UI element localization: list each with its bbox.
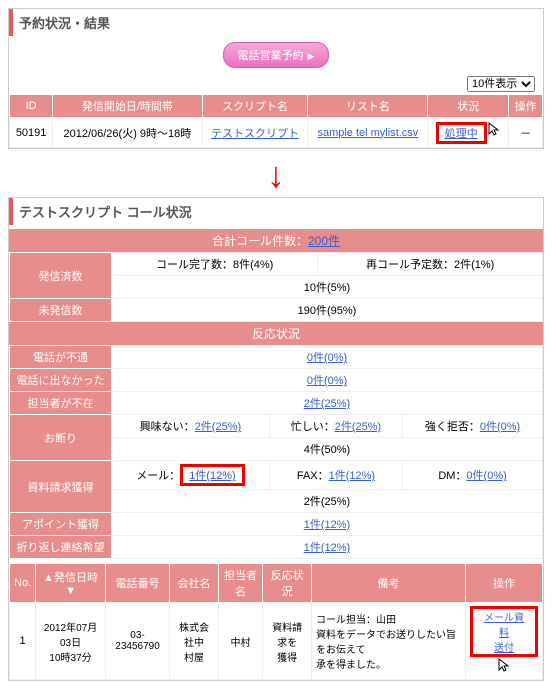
script-link[interactable]: テストスクリプト: [211, 128, 299, 140]
reservation-panel: 予約状況・結果 電話営業予約 10件表示 ID 発信開始日/時間帯 スクリプト名…: [8, 8, 544, 149]
r2-link[interactable]: 0件(0%): [307, 375, 347, 387]
col-action: 操作: [509, 95, 543, 118]
button-row: 電話営業予約: [9, 36, 543, 74]
col-list: リスト名: [308, 95, 428, 118]
col-script: スクリプト名: [202, 95, 308, 118]
detail-table: No. ▲発信日時▼ 電話番号 会社名 担当者名 反応状況 備考 操作 1 20…: [9, 563, 543, 680]
r4c-link[interactable]: 0件(0%): [480, 421, 520, 433]
arrow-down-icon: ↓: [8, 157, 544, 193]
r6-link[interactable]: 1件(12%): [304, 519, 350, 531]
sent-mid: 10件(5%): [112, 276, 543, 299]
tel-reserve-button[interactable]: 電話営業予約: [223, 42, 330, 68]
panel2-title: テストスクリプト コール状況: [9, 198, 543, 225]
cursor-icon: [497, 657, 511, 673]
mail-action-link[interactable]: メール資料 送付: [484, 613, 524, 654]
total-link[interactable]: 200件: [308, 234, 340, 248]
call-count-table: 発信済数 コール完了数：8件(4%) 再コール予定数：2件(1%) 10件(5%…: [9, 252, 543, 322]
col-id: ID: [10, 95, 53, 118]
cell-action: －: [509, 118, 543, 148]
unsent-label: 未発信数: [10, 299, 112, 322]
r5a-link[interactable]: 1件(12%): [189, 470, 235, 482]
table-row: 50191 2012/06/26(火) 9時～18時 テストスクリプト samp…: [10, 118, 543, 148]
react-band: 反応状況: [9, 322, 543, 345]
cell-datetime: 2012/06/26(火) 9時～18時: [53, 118, 202, 148]
sent-retry: 再コール予定数：2件(1%): [318, 253, 543, 276]
cell-id: 50191: [10, 118, 53, 148]
sent-done: コール完了数：8件(4%): [112, 253, 318, 276]
unsent-val: 190件(95%): [112, 299, 543, 322]
col-status: 状況: [428, 95, 509, 118]
cursor-icon: [487, 121, 501, 137]
r7-link[interactable]: 1件(12%): [304, 542, 350, 554]
call-status-panel: テストスクリプト コール状況 合計コール件数：200件 発信済数 コール完了数：…: [8, 197, 544, 681]
r5b-link[interactable]: 1件(12%): [329, 470, 375, 482]
sent-label: 発信済数: [10, 253, 112, 299]
detail-row: 1 2012年07月03日 10時37分 03-23456790 株式会社中 村…: [10, 603, 543, 680]
display-count-select[interactable]: 10件表示: [467, 76, 535, 92]
reservation-table: ID 発信開始日/時間帯 スクリプト名 リスト名 状況 操作 50191 201…: [9, 94, 543, 148]
list-link[interactable]: sample tel mylist.csv: [317, 127, 418, 139]
reaction-table: 電話が不通0件(0%) 電話に出なかった0件(0%) 担当者が不在2件(25%)…: [9, 345, 543, 559]
panel1-title: 予約状況・結果: [9, 9, 543, 36]
r4b-link[interactable]: 2件(25%): [335, 421, 381, 433]
r3-link[interactable]: 2件(25%): [304, 398, 350, 410]
status-link[interactable]: 処理中: [445, 128, 478, 140]
r4a-link[interactable]: 2件(25%): [195, 421, 241, 433]
r1-link[interactable]: 0件(0%): [307, 352, 347, 364]
display-select-row: 10件表示: [9, 74, 543, 94]
total-band: 合計コール件数：200件: [9, 229, 543, 252]
col-datetime: 発信開始日/時間帯: [53, 95, 202, 118]
r5c-link[interactable]: 0件(0%): [466, 470, 506, 482]
